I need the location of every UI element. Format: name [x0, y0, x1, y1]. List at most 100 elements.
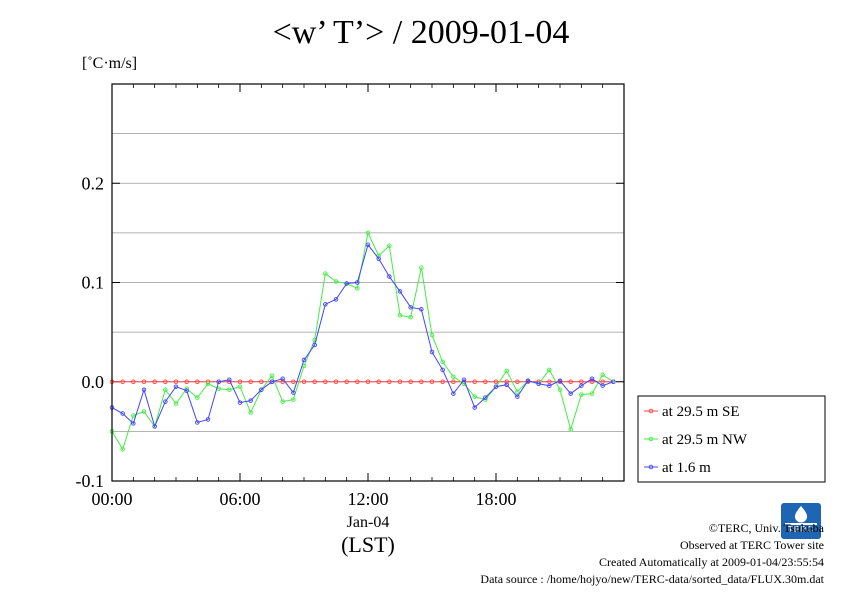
data-point	[472, 379, 477, 385]
data-point	[184, 379, 189, 385]
data-point	[248, 398, 253, 403]
data-point	[248, 410, 253, 415]
data-point	[429, 349, 435, 355]
data-point	[280, 376, 285, 382]
series-line-3	[111, 243, 614, 428]
data-point	[419, 265, 424, 270]
legend-marker	[648, 464, 654, 470]
data-point	[333, 379, 339, 385]
data-point	[184, 388, 189, 393]
data-point	[227, 387, 232, 392]
data-point	[195, 395, 200, 400]
logo-text: TERC	[788, 525, 814, 534]
data-point	[269, 373, 275, 379]
data-point	[365, 230, 371, 236]
data-point	[131, 421, 136, 426]
data-point	[355, 280, 360, 285]
data-point	[568, 391, 573, 396]
data-point	[216, 379, 221, 385]
data-point	[515, 394, 520, 399]
data-point	[163, 399, 168, 404]
data-point	[291, 390, 296, 395]
data-point	[504, 379, 509, 385]
data-point	[237, 384, 243, 389]
data-point	[333, 279, 339, 284]
data-point	[259, 379, 264, 385]
data-point	[589, 379, 595, 385]
data-point	[312, 342, 317, 348]
data-point	[173, 401, 179, 406]
footer-source: Data source : /home/hojyo/new/TERC-data/…	[480, 572, 824, 586]
data-point	[227, 377, 232, 383]
data-point	[536, 381, 541, 386]
data-point	[461, 377, 467, 383]
data-point	[451, 374, 456, 380]
data-point	[237, 400, 243, 405]
plot-frame	[111, 83, 625, 482]
data-point	[579, 383, 584, 388]
data-point	[493, 379, 499, 385]
legend-marker	[648, 436, 654, 442]
data-point	[504, 382, 509, 387]
data-point	[301, 357, 307, 363]
data-point	[408, 305, 413, 310]
y-unit-label: [˚C·m/s]	[82, 55, 138, 72]
data-point	[269, 379, 275, 385]
footer-observed: Observed at TERC Tower site	[679, 538, 824, 552]
data-point	[440, 379, 445, 385]
data-point	[419, 379, 424, 385]
data-point	[451, 391, 456, 396]
data-point	[291, 397, 296, 402]
data-point	[611, 379, 616, 385]
data-point	[323, 302, 328, 307]
data-point	[451, 379, 456, 385]
data-point	[387, 243, 392, 249]
data-point	[376, 379, 381, 385]
data-point	[557, 387, 563, 392]
data-point	[515, 389, 520, 394]
data-point	[344, 281, 349, 286]
data-point	[397, 313, 403, 318]
data-point	[141, 409, 147, 414]
data-point	[173, 384, 179, 389]
data-point	[355, 379, 360, 385]
data-point	[120, 379, 125, 385]
data-point	[419, 307, 424, 312]
data-point	[579, 392, 584, 397]
data-point	[323, 379, 328, 385]
data-point	[525, 378, 531, 384]
data-point	[195, 420, 200, 425]
data-point	[600, 372, 605, 378]
x-sub-label: Jan-04	[347, 514, 390, 531]
data-point	[397, 379, 403, 385]
data-point	[376, 256, 381, 261]
data-point	[440, 367, 445, 373]
data-point	[120, 411, 125, 416]
y-tick-label: 0.2	[82, 173, 105, 193]
data-point	[557, 378, 563, 384]
data-point	[515, 379, 520, 385]
data-point	[589, 376, 595, 382]
data-point	[589, 391, 595, 396]
data-point	[547, 383, 552, 388]
data-point	[237, 379, 243, 385]
footer-copyright: ©TERC, Univ. Tsukuba	[708, 521, 824, 535]
data-point	[568, 379, 573, 385]
data-point	[205, 381, 211, 386]
data-point	[280, 399, 285, 404]
data-point	[483, 395, 488, 400]
data-point	[355, 286, 360, 291]
data-point	[301, 379, 307, 385]
data-point	[365, 242, 371, 248]
data-point	[248, 379, 253, 385]
x-axis-label: (LST)	[341, 532, 395, 557]
chart-title: <w’ T’> / 2009-01-04	[272, 14, 570, 51]
legend-entry: at 29.5 m SE	[662, 404, 740, 420]
data-point	[120, 446, 125, 452]
data-point	[312, 379, 317, 385]
data-point	[408, 379, 413, 385]
data-point	[141, 387, 147, 392]
data-point	[429, 332, 435, 338]
data-point	[600, 383, 605, 388]
